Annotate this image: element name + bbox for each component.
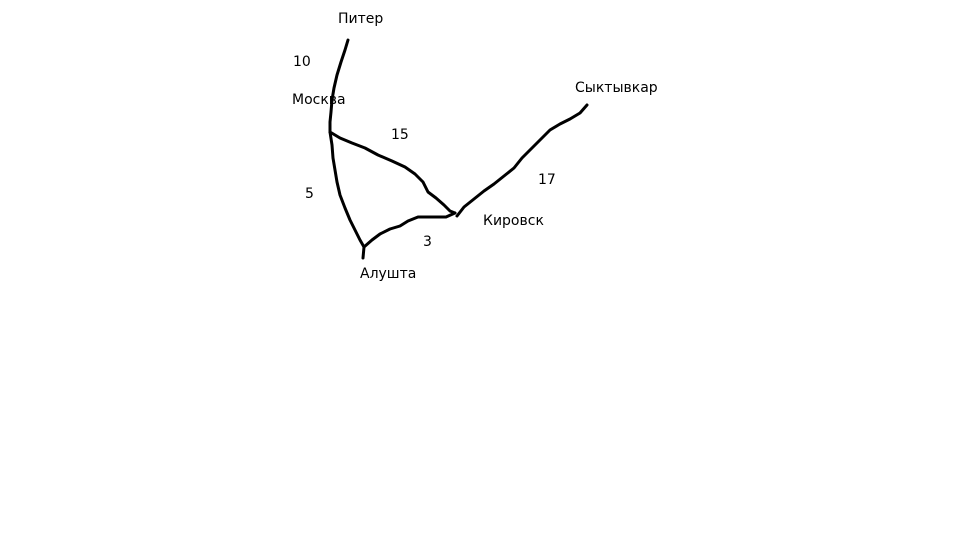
edge-moskva-alushta [328, 130, 366, 260]
edge-weight-piter-moskva: 10 [293, 54, 311, 70]
edge-weight-kirovsk-syktyvkar: 17 [538, 172, 556, 188]
node-label-alushta: Алушта [360, 266, 416, 282]
edge-alushta-kirovsk [362, 211, 457, 249]
edge-weight-moskva-alushta: 5 [305, 186, 314, 202]
edge-piter-moskva [328, 38, 350, 134]
node-label-syktyvkar: Сыктывкар [575, 80, 658, 96]
edge-weight-moskva-kirovsk: 15 [391, 127, 409, 143]
node-label-moskva: Москва [292, 92, 346, 108]
node-label-kirovsk: Кировск [483, 213, 544, 229]
edge-kirovsk-syktyvkar [455, 103, 589, 218]
edge-moskva-kirovsk [328, 130, 457, 215]
node-label-piter: Питер [338, 11, 383, 27]
edge-weight-alushta-kirovsk: 3 [423, 234, 432, 250]
